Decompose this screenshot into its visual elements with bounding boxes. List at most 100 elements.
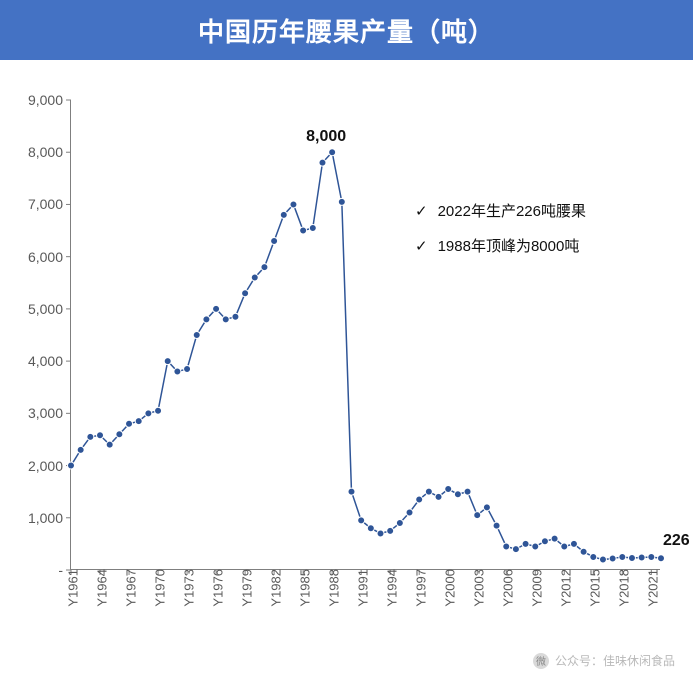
data-marker: [271, 238, 278, 245]
data-marker: [522, 540, 529, 547]
x-axis-tick: Y1982: [265, 569, 284, 607]
data-marker: [213, 305, 220, 312]
data-marker: [193, 332, 200, 339]
data-marker: [116, 431, 123, 438]
data-marker: [309, 224, 316, 231]
data-marker: [532, 543, 539, 550]
data-marker: [435, 493, 442, 500]
y-axis-tick: 1,000: [28, 510, 71, 526]
chart-title-bar: 中国历年腰果产量（吨）: [0, 0, 693, 60]
y-axis-tick: 7,000: [28, 196, 71, 212]
data-marker: [493, 522, 500, 529]
data-marker: [155, 407, 162, 414]
x-axis-tick: Y2021: [642, 569, 661, 607]
data-marker: [619, 553, 626, 560]
annotation-text: 1988年顶峰为8000吨: [438, 235, 580, 256]
annotation-text: 2022年生产226吨腰果: [438, 200, 586, 221]
end-value-label: 226: [663, 532, 690, 550]
data-marker: [329, 149, 336, 156]
x-axis-tick: Y2018: [613, 569, 632, 607]
data-marker: [658, 555, 665, 562]
data-marker: [396, 520, 403, 527]
data-marker: [232, 313, 239, 320]
y-axis-tick: 3,000: [28, 405, 71, 421]
data-marker: [561, 543, 568, 550]
x-axis-tick: Y2009: [526, 569, 545, 607]
y-axis-tick: 2,000: [28, 458, 71, 474]
x-axis-tick: Y1991: [352, 569, 371, 607]
data-marker: [97, 432, 104, 439]
y-axis-tick: 9,000: [28, 92, 71, 108]
y-axis-tick: 6,000: [28, 249, 71, 265]
x-axis-tick: Y2015: [584, 569, 603, 607]
data-marker: [387, 527, 394, 534]
data-marker: [348, 488, 355, 495]
data-marker: [106, 441, 113, 448]
y-axis-tick: 5,000: [28, 301, 71, 317]
wechat-icon: 微: [533, 653, 549, 669]
data-marker: [126, 420, 133, 427]
data-marker: [512, 546, 519, 553]
x-axis-tick: Y1970: [149, 569, 168, 607]
x-axis-tick: Y1976: [207, 569, 226, 607]
chart-title: 中国历年腰果产量（吨）: [198, 12, 495, 49]
data-marker: [290, 201, 297, 208]
x-axis-tick: Y1973: [178, 569, 197, 607]
check-icon: ✓: [415, 237, 428, 255]
data-marker: [406, 509, 413, 516]
data-marker: [184, 365, 191, 372]
check-icon: ✓: [415, 202, 428, 220]
data-marker: [261, 264, 268, 271]
chart-area: -1,0002,0003,0004,0005,0006,0007,0008,00…: [0, 60, 693, 675]
data-marker: [174, 368, 181, 375]
x-axis-tick: Y2000: [439, 569, 458, 607]
data-marker: [541, 538, 548, 545]
data-marker: [87, 433, 94, 440]
y-axis-tick: 4,000: [28, 353, 71, 369]
annotation-item: ✓ 1988年顶峰为8000吨: [415, 235, 586, 256]
data-marker: [638, 554, 645, 561]
peak-value-label: 8,000: [306, 128, 346, 146]
data-marker: [570, 540, 577, 547]
x-axis-tick: Y1988: [323, 569, 342, 607]
plot-area: -1,0002,0003,0004,0005,0006,0007,0008,00…: [70, 100, 660, 570]
watermark-text: 公众号：佳味休闲食品: [555, 652, 675, 669]
data-marker: [280, 211, 287, 218]
data-marker: [338, 198, 345, 205]
data-marker: [454, 491, 461, 498]
data-marker: [319, 159, 326, 166]
data-marker: [164, 358, 171, 365]
data-marker: [580, 548, 587, 555]
data-marker: [358, 517, 365, 524]
data-marker: [135, 418, 142, 425]
data-marker: [483, 504, 490, 511]
data-marker: [628, 554, 635, 561]
data-marker: [609, 555, 616, 562]
data-marker: [416, 496, 423, 503]
data-marker: [648, 553, 655, 560]
x-axis-tick: Y1967: [120, 569, 139, 607]
data-marker: [474, 512, 481, 519]
data-marker: [145, 410, 152, 417]
y-axis-tick: 8,000: [28, 144, 71, 160]
data-marker: [599, 556, 606, 563]
data-marker: [77, 446, 84, 453]
x-axis-tick: Y1994: [381, 569, 400, 607]
x-axis-tick: Y1979: [236, 569, 255, 607]
data-marker: [251, 274, 258, 281]
data-marker: [464, 488, 471, 495]
x-axis-tick: Y1985: [294, 569, 313, 607]
data-marker: [367, 525, 374, 532]
data-marker: [425, 488, 432, 495]
data-marker: [551, 535, 558, 542]
x-axis-tick: Y1961: [62, 569, 81, 607]
watermark: 微 公众号：佳味休闲食品: [533, 652, 675, 669]
data-marker: [300, 227, 307, 234]
data-marker: [445, 486, 452, 493]
annotation-box: ✓ 2022年生产226吨腰果 ✓ 1988年顶峰为8000吨: [415, 200, 586, 270]
x-axis-tick: Y1997: [410, 569, 429, 607]
data-marker: [377, 530, 384, 537]
x-axis-tick: Y2006: [497, 569, 516, 607]
data-marker: [242, 290, 249, 297]
x-axis-tick: Y2012: [555, 569, 574, 607]
